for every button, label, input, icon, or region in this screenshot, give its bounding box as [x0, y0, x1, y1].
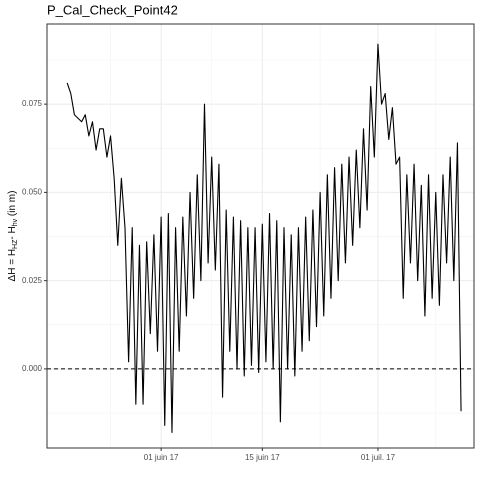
y-tick-label: 0.025 — [22, 276, 43, 285]
x-tick-label: 01 juil. 17 — [361, 453, 396, 462]
y-axis-label: ΔH = HHZ- Hhv (in m) — [7, 191, 20, 282]
y-label-part: ΔH = H — [7, 249, 18, 282]
y-label-part: HZ — [12, 239, 19, 249]
y-label-part: hv — [12, 218, 19, 226]
y-tick-label: 0.075 — [22, 99, 43, 108]
y-label-part: (in m) — [7, 191, 18, 219]
chart-title: P_Cal_Check_Point42 — [47, 2, 178, 17]
panel-border — [46, 23, 475, 449]
y-tick-label: 0.000 — [22, 364, 43, 373]
line — [66, 43, 462, 434]
x-tick-label: 15 juin 17 — [245, 453, 280, 462]
plot — [47, 43, 474, 434]
x-tick-label: 01 juin 17 — [144, 453, 179, 462]
y-tick-label: 0.050 — [22, 188, 43, 197]
y-label-part: - H — [7, 226, 18, 239]
